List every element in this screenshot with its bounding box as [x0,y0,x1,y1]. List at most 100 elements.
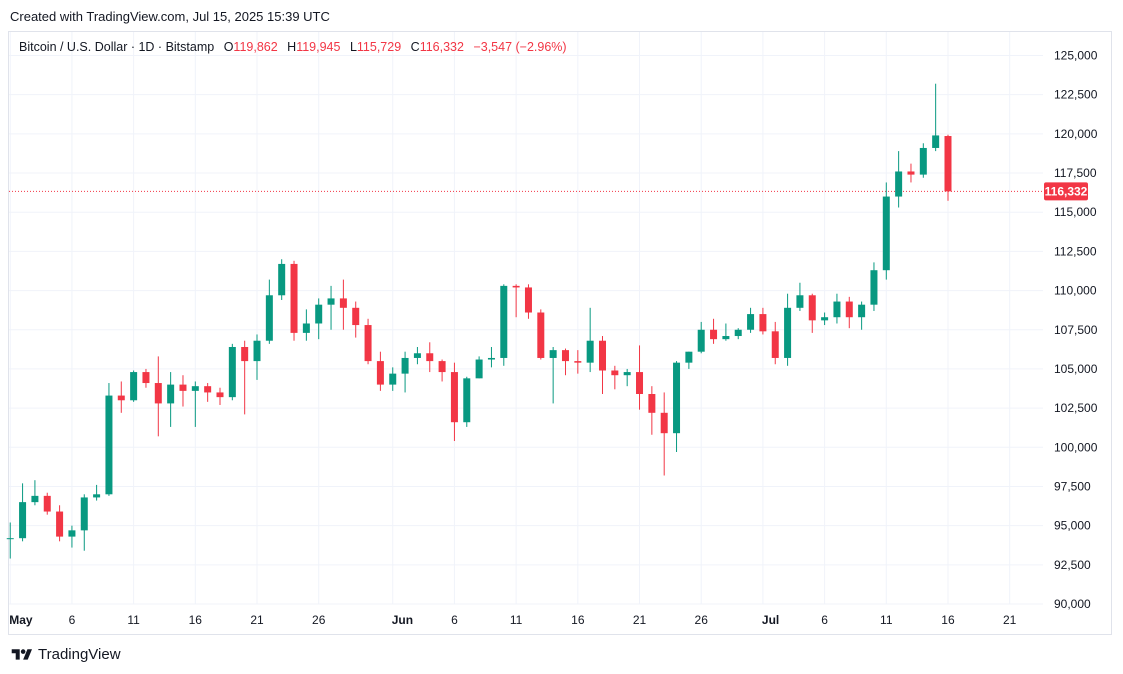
candle [500,284,508,366]
candle [43,492,51,515]
time-tick-label: 11 [127,613,140,627]
candle-body [487,357,495,360]
time-tick-label: Jul [762,613,779,627]
created-with-caption: Created with TradingView.com, Jul 15, 20… [10,9,330,24]
price-tick-label: 100,000 [1054,440,1098,454]
candle-body [93,494,101,498]
candle-body [685,351,693,363]
candle [636,345,644,410]
candle-body [623,372,631,376]
price-tick-label: 110,000 [1054,284,1097,298]
candle-body [648,394,656,413]
price-tick-label: 102,500 [1054,401,1098,415]
candle-body [599,340,607,371]
candle [771,321,779,365]
candle [364,318,372,365]
candle-body [784,307,792,358]
symbol-legend: Bitcoin / U.S. Dollar · 1D · Bitstamp O1… [19,40,567,54]
candle-body [845,301,853,318]
time-tick-label: 26 [695,613,709,627]
candle [648,386,656,435]
time-tick-label: 11 [880,613,893,627]
price-tick-label: 92,500 [1054,558,1091,572]
candle [586,307,594,373]
low-value: 115,729 [356,40,402,54]
candle-body [352,307,360,326]
candle [426,342,434,373]
candle [450,362,458,442]
candle [6,522,14,559]
candle-body [389,373,397,385]
symbol-title[interactable]: Bitcoin / U.S. Dollar · 1D · Bitstamp [19,40,215,54]
candle [524,284,532,319]
candle [315,298,323,340]
candle [599,336,607,395]
candle [747,307,755,333]
candle-body [56,511,64,537]
price-tick-label: 112,500 [1054,244,1097,258]
time-tick-label: May [9,613,33,627]
candle [19,483,27,542]
candle [697,321,705,354]
candle [389,367,397,391]
time-tick-label: 21 [1003,613,1017,627]
candle [907,163,915,183]
candle-body [759,314,767,332]
candle-body [808,295,816,321]
candle [932,83,940,152]
candle [105,383,113,496]
candle [265,279,273,344]
tradingview-branding[interactable]: TradingView [10,646,121,663]
candle-body [6,538,14,540]
price-tick-label: 125,000 [1054,49,1098,63]
candle-body [265,295,273,341]
candle-body [364,325,372,362]
candle [734,328,742,340]
candle-body [611,370,619,376]
price-tick-label: 97,500 [1054,479,1091,493]
candle [845,296,853,329]
time-tick-label: 6 [821,613,828,627]
candle [68,525,76,548]
candle [895,151,903,208]
candle-body [315,304,323,324]
last-price-badge [1044,182,1088,201]
candle [302,309,310,341]
candle-body [907,171,915,175]
candle-body [561,350,569,362]
candle [487,346,495,368]
candle-body [512,285,520,288]
candle-body [43,495,51,512]
price-tick-label: 107,500 [1054,323,1098,337]
time-tick-label: 16 [189,613,203,627]
candle-body [241,346,249,362]
candle-body [216,392,224,398]
candle-body [142,372,150,384]
price-tick-label: 105,000 [1054,362,1098,376]
candle-body [475,359,483,379]
candle-body [327,298,335,305]
candle-body [290,263,298,333]
candle [241,340,249,415]
candle [710,318,718,344]
candle [821,312,829,326]
candle [290,260,298,341]
candle [870,262,878,311]
brand-name: TradingView [38,646,121,663]
candle-body [191,386,199,391]
candle-body [944,136,952,192]
chart-pane[interactable] [8,31,1112,635]
candle [154,356,162,437]
candle [463,376,471,427]
candle-body [167,384,175,404]
candle-body [68,530,76,537]
candle [759,307,767,335]
candle-body [858,304,866,318]
candle [944,134,952,201]
candle [56,505,64,542]
candle [882,182,890,280]
candle-body [537,312,545,358]
candle-body [636,372,644,395]
candle [80,494,88,551]
